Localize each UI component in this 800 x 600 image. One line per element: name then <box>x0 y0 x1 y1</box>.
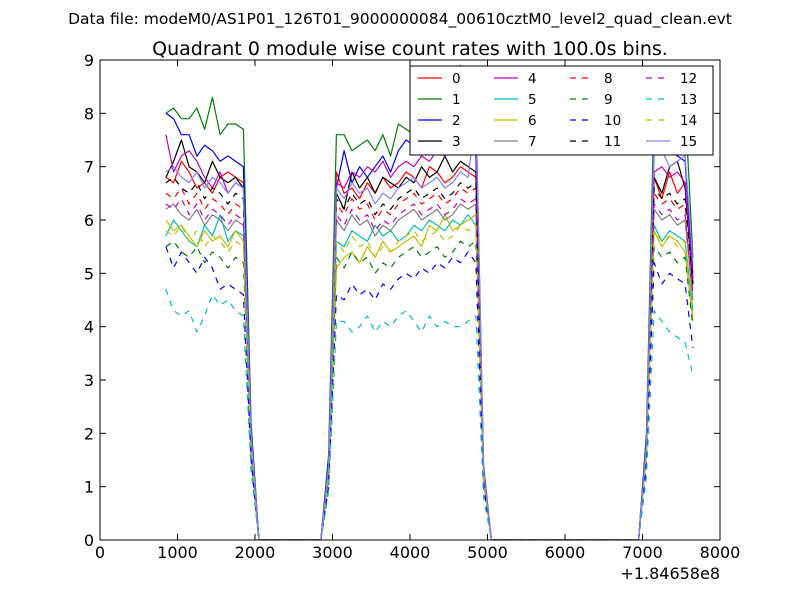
y-tick-label: 2 <box>84 424 94 443</box>
y-tick-label: 5 <box>84 264 94 283</box>
legend-label-14: 14 <box>680 113 697 129</box>
y-tick-label: 0 <box>84 531 94 550</box>
legend-label-8: 8 <box>604 71 613 87</box>
legend-label-7: 7 <box>528 134 537 150</box>
ticks-layer: 0 1000 2000 3000 4000 5000 6000 7000 80000123456… <box>84 51 741 562</box>
x-tick-label: 2000 <box>235 543 276 562</box>
series-line-10 <box>165 246 694 540</box>
x-tick-label: 0 <box>95 543 105 562</box>
x-tick-label: 1000 <box>157 543 198 562</box>
x-tick-label: 3000 <box>312 543 353 562</box>
y-tick-label: 4 <box>84 318 94 337</box>
legend-label-4: 4 <box>528 71 537 87</box>
x-tick-label: 6000 <box>545 543 586 562</box>
series-layer <box>165 64 694 540</box>
series-line-14 <box>165 224 694 540</box>
x-tick-label: 5000 <box>467 543 508 562</box>
y-tick-label: 8 <box>84 104 94 123</box>
series-line-15 <box>165 112 694 540</box>
x-tick-label: 4000 <box>390 543 431 562</box>
series-line-8 <box>165 187 694 540</box>
legend-label-6: 6 <box>528 113 537 129</box>
y-tick-label: 1 <box>84 478 94 497</box>
legend-label-0: 0 <box>452 71 461 87</box>
legend-label-5: 5 <box>528 92 537 108</box>
legend-label-13: 13 <box>680 92 697 108</box>
legend-label-10: 10 <box>604 113 621 129</box>
series-line-13 <box>165 289 694 540</box>
legend-label-11: 11 <box>604 134 621 150</box>
chart-title: Quadrant 0 module wise count rates with … <box>152 38 668 60</box>
legend-label-2: 2 <box>452 113 461 129</box>
legend-label-12: 12 <box>680 71 697 87</box>
legend-label-3: 3 <box>452 134 461 150</box>
x-tick-label: 7000 <box>622 543 663 562</box>
legend-frame <box>409 65 714 156</box>
legend-label-15: 15 <box>680 134 697 150</box>
figure-suptitle: Data file: modeM0/AS1P01_126T01_90000000… <box>68 10 732 29</box>
x-offset-label: +1.84658e8 <box>620 564 720 583</box>
legend-label-1: 1 <box>452 92 461 108</box>
y-tick-label: 7 <box>84 158 94 177</box>
x-tick-label: 8000 <box>700 543 741 562</box>
series-line-9 <box>165 240 694 540</box>
y-tick-label: 3 <box>84 371 94 390</box>
y-tick-label: 6 <box>84 211 94 230</box>
legend-label-9: 9 <box>604 92 613 108</box>
y-tick-label: 9 <box>84 51 94 70</box>
